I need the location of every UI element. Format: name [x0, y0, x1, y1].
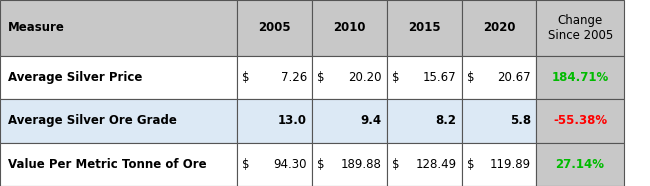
Text: 128.49: 128.49 — [415, 158, 456, 171]
Text: 2020: 2020 — [482, 21, 515, 34]
Text: $: $ — [242, 71, 250, 84]
Bar — [312, 56, 387, 99]
Bar — [237, 56, 312, 99]
Text: 94.30: 94.30 — [273, 158, 307, 171]
Bar — [387, 56, 462, 99]
Bar — [0, 99, 237, 143]
Bar — [237, 0, 312, 56]
Text: 7.26: 7.26 — [281, 71, 307, 84]
Text: Average Silver Price: Average Silver Price — [8, 71, 142, 84]
Bar — [237, 99, 312, 143]
Text: 2015: 2015 — [408, 21, 441, 34]
Text: 20.67: 20.67 — [497, 71, 531, 84]
Text: $: $ — [467, 71, 474, 84]
Text: 184.71%: 184.71% — [551, 71, 609, 84]
Bar — [387, 0, 462, 56]
Bar — [387, 99, 462, 143]
Text: $: $ — [317, 158, 325, 171]
Bar — [536, 56, 624, 99]
Bar — [536, 99, 624, 143]
Text: 9.4: 9.4 — [360, 114, 382, 127]
Text: 5.8: 5.8 — [510, 114, 531, 127]
Text: Value Per Metric Tonne of Ore: Value Per Metric Tonne of Ore — [8, 158, 207, 171]
Bar — [0, 0, 237, 56]
Bar — [237, 143, 312, 186]
Bar — [387, 143, 462, 186]
Text: $: $ — [392, 158, 400, 171]
Text: $: $ — [392, 71, 400, 84]
Bar — [462, 143, 536, 186]
Bar — [312, 0, 387, 56]
Text: $: $ — [242, 158, 250, 171]
Bar — [462, 56, 536, 99]
Text: -55.38%: -55.38% — [553, 114, 607, 127]
Text: $: $ — [467, 158, 474, 171]
Bar — [312, 99, 387, 143]
Bar — [0, 56, 237, 99]
Text: 20.20: 20.20 — [348, 71, 382, 84]
Text: 119.89: 119.89 — [490, 158, 531, 171]
Bar — [462, 0, 536, 56]
Text: Average Silver Ore Grade: Average Silver Ore Grade — [8, 114, 177, 127]
Text: 13.0: 13.0 — [278, 114, 307, 127]
Bar — [536, 0, 624, 56]
Bar — [536, 143, 624, 186]
Bar — [0, 143, 237, 186]
Text: Measure: Measure — [8, 21, 64, 34]
Bar — [312, 143, 387, 186]
Text: $: $ — [317, 71, 325, 84]
Bar — [462, 99, 536, 143]
Text: 15.67: 15.67 — [422, 71, 456, 84]
Text: 27.14%: 27.14% — [556, 158, 604, 171]
Text: 2010: 2010 — [333, 21, 365, 34]
Text: Change
Since 2005: Change Since 2005 — [547, 14, 613, 42]
Text: 189.88: 189.88 — [341, 158, 382, 171]
Text: 2005: 2005 — [258, 21, 291, 34]
Text: 8.2: 8.2 — [436, 114, 456, 127]
